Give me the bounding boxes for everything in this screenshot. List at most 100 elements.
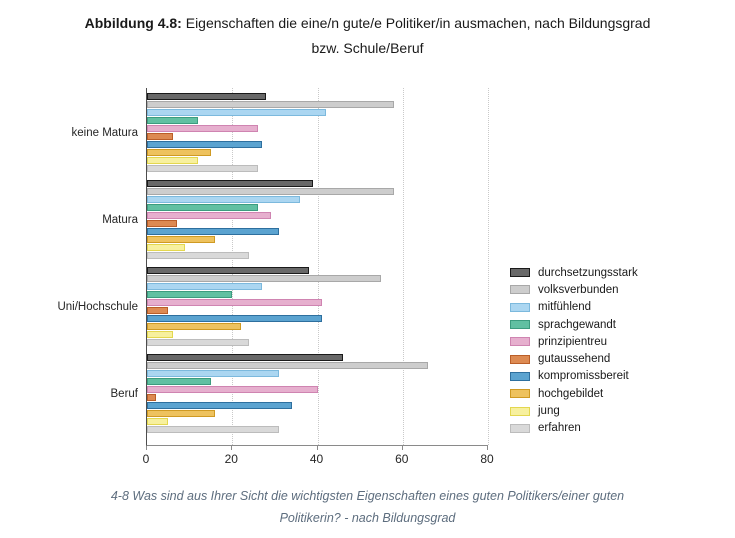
bar-gutaussehend-group3 xyxy=(147,307,169,314)
bar-mitfühlend-group2 xyxy=(147,196,301,203)
bar-erfahren-group4 xyxy=(147,426,280,433)
bar-hochgebildet-group2 xyxy=(147,236,216,243)
bar-sprachgewandt-group1 xyxy=(147,117,199,124)
legend-item-kompromissbereit: kompromissbereit xyxy=(510,368,638,385)
x-tick-mark-60 xyxy=(401,446,403,450)
legend-label: kompromissbereit xyxy=(538,370,629,383)
bar-jung-group4 xyxy=(147,418,169,425)
bar-group-2 xyxy=(147,180,488,259)
figure-title-text: Eigenschaften die eine/n gute/e Politike… xyxy=(181,15,651,31)
caption-line1: 4-8 Was sind aus Ihrer Sicht die wichtig… xyxy=(110,489,625,503)
bar-prinzipientreu-group3 xyxy=(147,299,322,306)
bar-volksverbunden-group3 xyxy=(147,275,382,282)
bar-jung-group3 xyxy=(147,331,173,338)
bar-gutaussehend-group1 xyxy=(147,133,173,140)
bar-erfahren-group3 xyxy=(147,339,250,346)
legend-swatch-icon xyxy=(510,285,530,295)
gridline-60 xyxy=(402,88,404,445)
x-tick-mark-0 xyxy=(146,446,147,450)
bar-volksverbunden-group1 xyxy=(147,101,395,108)
bar-durchsetzungsstark-group2 xyxy=(147,180,314,187)
legend-label: jung xyxy=(538,405,560,418)
caption-line2: Politikerin? - nach Bildungsgrad xyxy=(279,511,456,525)
bar-jung-group2 xyxy=(147,244,186,251)
legend-item-hochgebildet: hochgebildet xyxy=(510,385,638,402)
legend-item-mitfühlend: mitfühlend xyxy=(510,299,638,316)
x-tick-label-60: 60 xyxy=(395,452,409,466)
bar-group-4 xyxy=(147,354,488,433)
gridline-80 xyxy=(488,88,489,445)
x-tick-mark-80 xyxy=(487,446,488,450)
legend-swatch-icon xyxy=(510,354,530,364)
legend-label: durchsetzungsstark xyxy=(538,266,638,279)
bar-prinzipientreu-group4 xyxy=(147,386,318,393)
bar-durchsetzungsstark-group4 xyxy=(147,354,344,361)
gridline-20 xyxy=(232,88,234,445)
bar-hochgebildet-group1 xyxy=(147,149,211,156)
figure-title-number: Abbildung 4.8: xyxy=(84,15,182,31)
legend-swatch-icon xyxy=(510,371,530,381)
legend-swatch-icon xyxy=(510,320,530,330)
x-tick-label-40: 40 xyxy=(309,452,324,466)
bar-durchsetzungsstark-group1 xyxy=(147,93,267,100)
y-label-2: Matura xyxy=(102,213,138,226)
plot-area xyxy=(146,88,489,446)
legend-swatch-icon xyxy=(510,302,530,312)
legend-item-jung: jung xyxy=(510,402,638,419)
figure-title-line2: bzw. Schule/Beruf xyxy=(311,40,424,56)
x-tick-label-80: 80 xyxy=(480,452,494,466)
bar-kompromissbereit-group2 xyxy=(147,228,280,235)
bar-sprachgewandt-group2 xyxy=(147,204,258,211)
bar-jung-group1 xyxy=(147,157,199,164)
figure-title-line1: Abbildung 4.8: Eigenschaften die eine/n … xyxy=(0,11,735,36)
bar-kompromissbereit-group1 xyxy=(147,141,263,148)
x-tick-label-20: 20 xyxy=(224,452,238,466)
legend-label: prinzipientreu xyxy=(538,335,608,348)
legend-item-durchsetzungsstark: durchsetzungsstark xyxy=(510,264,638,281)
bar-sprachgewandt-group3 xyxy=(147,291,233,298)
bar-kompromissbereit-group4 xyxy=(147,402,292,409)
bar-hochgebildet-group3 xyxy=(147,323,241,330)
legend-item-prinzipientreu: prinzipientreu xyxy=(510,333,638,350)
bar-erfahren-group2 xyxy=(147,252,250,259)
legend-item-sprachgewandt: sprachgewandt xyxy=(510,316,638,333)
y-label-3: Uni/Hochschule xyxy=(57,300,138,313)
legend-label: volksverbunden xyxy=(538,283,619,296)
bar-group-1 xyxy=(147,93,488,172)
legend-swatch-icon xyxy=(510,389,530,399)
bar-kompromissbereit-group3 xyxy=(147,315,322,322)
figure-title: Abbildung 4.8: Eigenschaften die eine/n … xyxy=(0,11,735,61)
bar-prinzipientreu-group1 xyxy=(147,125,258,132)
x-tick-label-0: 0 xyxy=(142,452,150,466)
legend-label: gutaussehend xyxy=(538,353,611,366)
bar-volksverbunden-group2 xyxy=(147,188,395,195)
x-tick-mark-40 xyxy=(316,446,318,450)
legend-swatch-icon xyxy=(510,337,530,347)
legend-item-volksverbunden: volksverbunden xyxy=(510,281,638,298)
legend-swatch-icon xyxy=(510,268,530,278)
figure-caption: 4-8 Was sind aus Ihrer Sicht die wichtig… xyxy=(0,485,735,529)
legend-label: sprachgewandt xyxy=(538,318,616,331)
x-tick-mark-20 xyxy=(231,446,233,450)
legend-item-gutaussehend: gutaussehend xyxy=(510,350,638,367)
bar-hochgebildet-group4 xyxy=(147,410,216,417)
bar-mitfühlend-group4 xyxy=(147,370,280,377)
legend-label: mitfühlend xyxy=(538,301,592,314)
legend-item-erfahren: erfahren xyxy=(510,420,638,437)
gridline-40 xyxy=(317,88,319,445)
bar-volksverbunden-group4 xyxy=(147,362,429,369)
bar-durchsetzungsstark-group3 xyxy=(147,267,309,274)
legend: durchsetzungsstark volksverbunden mitfühle… xyxy=(510,264,638,437)
bar-mitfühlend-group3 xyxy=(147,283,263,290)
y-label-1: keine Matura xyxy=(71,126,138,139)
legend-swatch-icon xyxy=(510,406,530,416)
bar-mitfühlend-group1 xyxy=(147,109,327,116)
bar-gutaussehend-group4 xyxy=(147,394,156,401)
bar-gutaussehend-group2 xyxy=(147,220,177,227)
legend-swatch-icon xyxy=(510,423,530,433)
y-label-4: Beruf xyxy=(110,387,139,400)
bar-sprachgewandt-group4 xyxy=(147,378,211,385)
legend-label: hochgebildet xyxy=(538,387,604,400)
bar-group-3 xyxy=(147,267,488,346)
